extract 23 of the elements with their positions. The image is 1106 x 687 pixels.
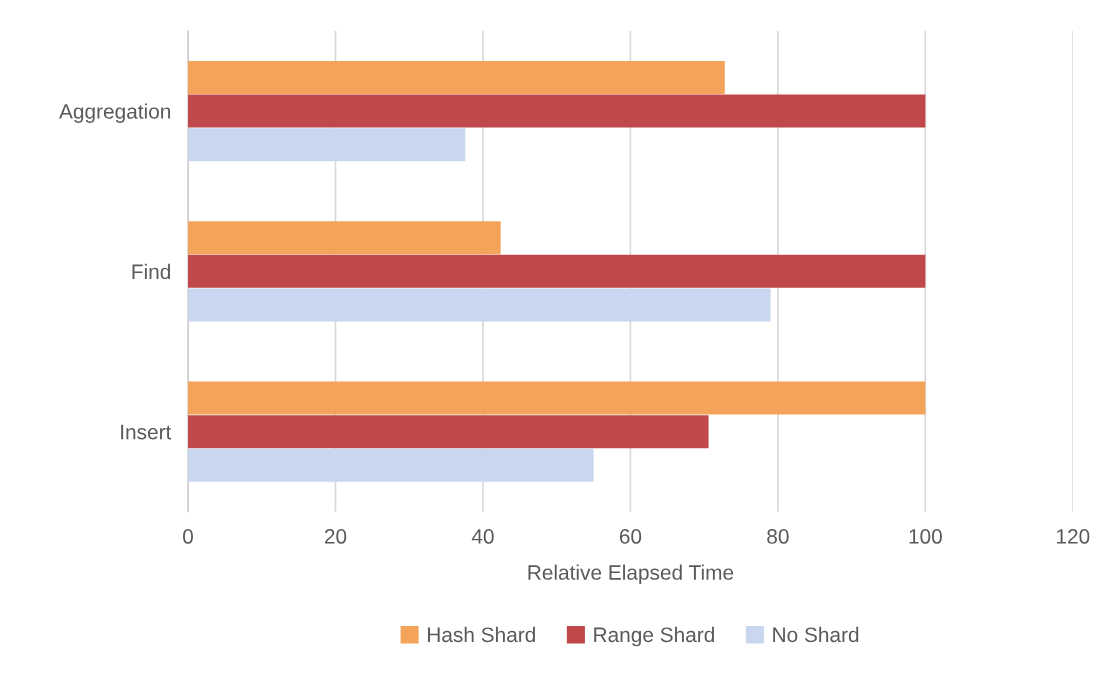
y-tick-label: Insert: [121, 424, 172, 440]
x-tick-label: 0: [183, 529, 193, 544]
x-tick-label: 20: [324, 529, 347, 544]
x-axis-title: Relative Elapsed Time: [528, 564, 734, 584]
bar: [188, 415, 709, 449]
bar: [188, 448, 594, 482]
y-tick-label: Find: [132, 263, 171, 280]
legend-label: No Shard: [773, 626, 859, 643]
x-tick-label: 100: [909, 529, 942, 544]
bar: [188, 221, 501, 255]
bar: [188, 94, 926, 128]
x-tick-label: 120: [1057, 529, 1090, 544]
legend-label: Range Shard: [594, 626, 714, 647]
bar: [188, 60, 725, 94]
x-tick-label: 40: [471, 529, 494, 544]
legend-label: Hash Shard: [427, 626, 535, 643]
y-tick-label: Aggregation: [59, 103, 171, 123]
x-tick-label: 60: [619, 529, 642, 544]
bar: [188, 288, 771, 322]
x-tick-label: 80: [767, 529, 789, 544]
bar: [188, 254, 926, 288]
bar: [188, 381, 926, 415]
bar: [188, 128, 466, 162]
